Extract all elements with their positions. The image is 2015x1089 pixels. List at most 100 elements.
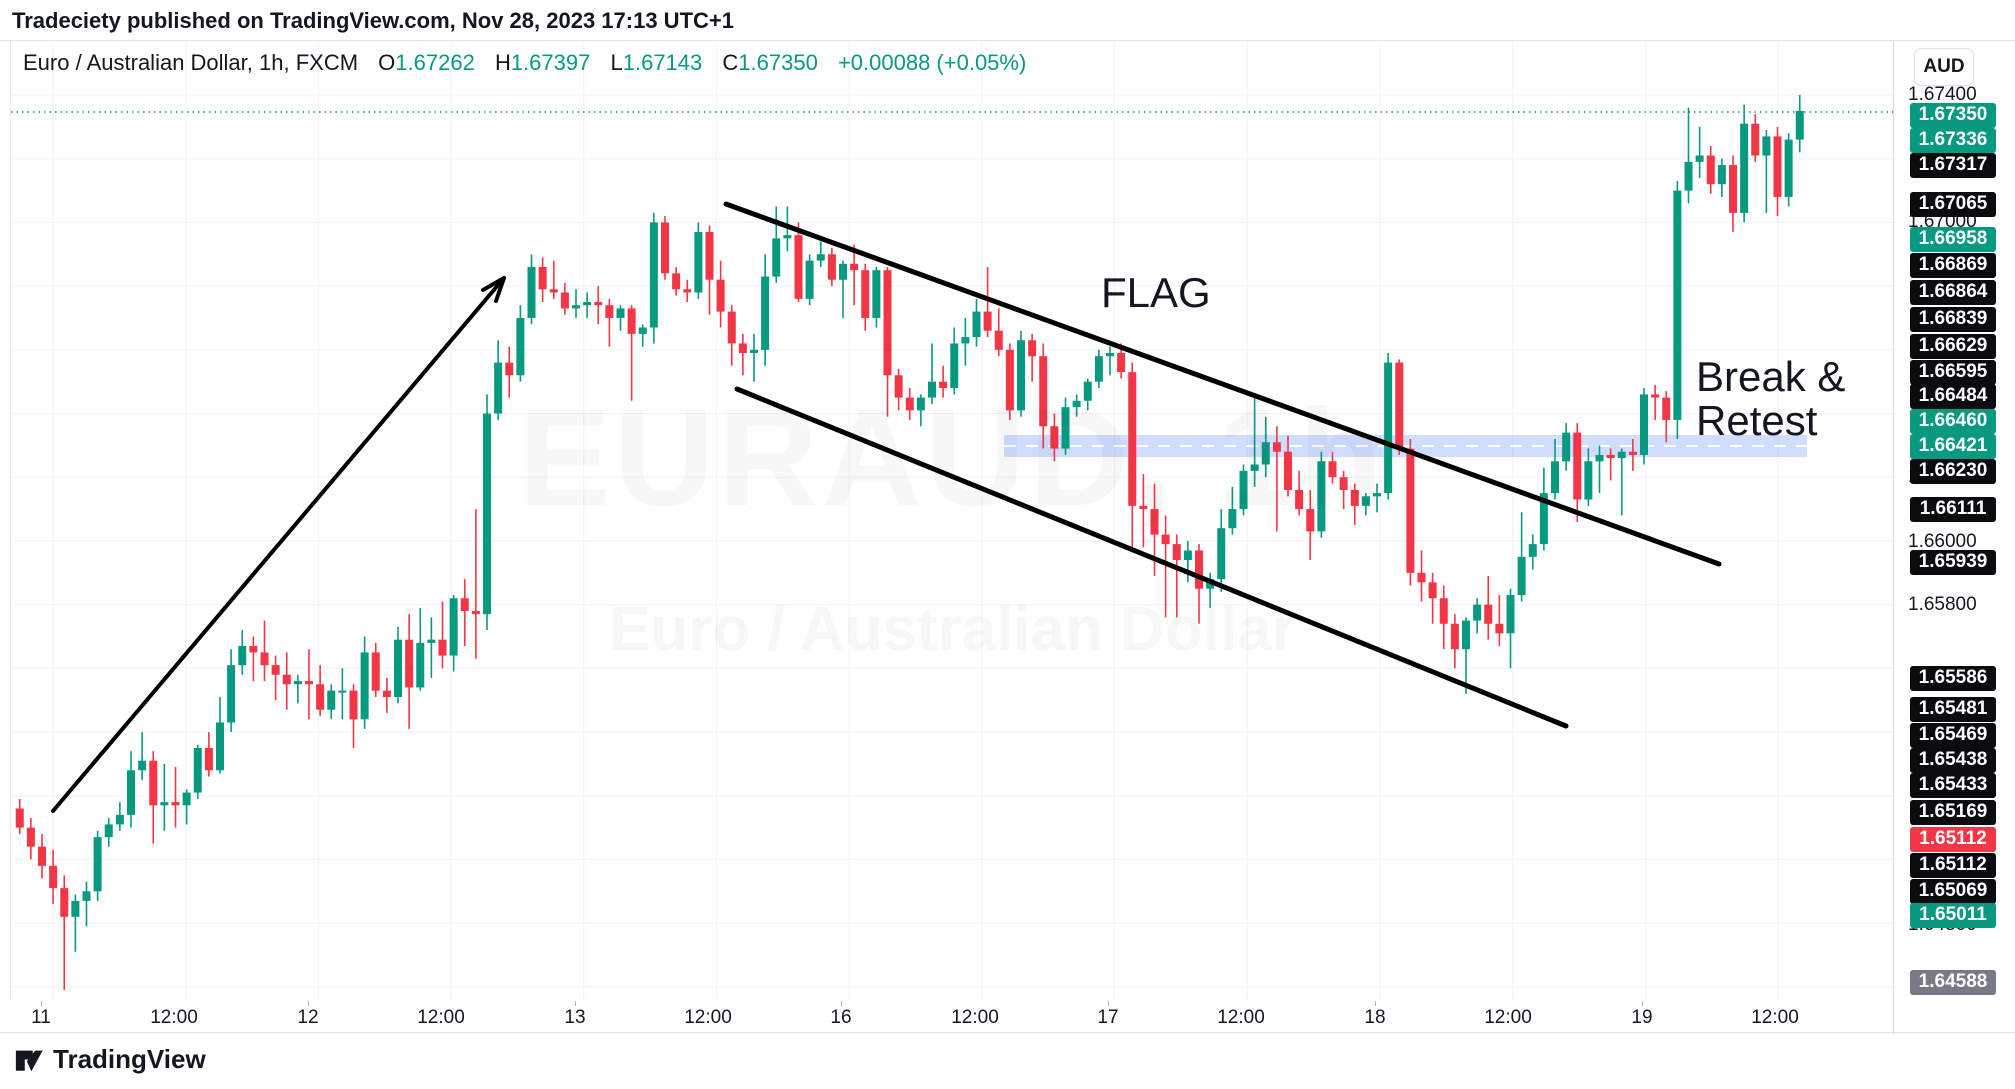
price-badge-black: 1.65112 — [1910, 852, 1996, 878]
candle-body — [1662, 397, 1671, 420]
candle-body — [850, 263, 859, 271]
time-axis-tick — [1375, 1001, 1376, 1006]
candle-body — [1072, 400, 1081, 408]
candle-body — [238, 646, 247, 666]
candle-body — [1684, 161, 1693, 191]
candle-body — [160, 802, 169, 806]
price-badge-black: 1.66595 — [1910, 359, 1996, 385]
candle-body — [894, 375, 903, 398]
time-label: 16 — [830, 1007, 852, 1028]
price-badge-black: 1.67317 — [1910, 152, 1996, 178]
candle-body — [15, 808, 24, 828]
price-scale-label: 1.67400 — [1908, 84, 1977, 105]
legend-low-label: L — [610, 50, 623, 75]
candle-body — [1195, 550, 1203, 589]
candle-body — [816, 254, 825, 261]
candle-body — [905, 397, 914, 411]
watermark-symbol: EURAUD, 1h — [11, 379, 1893, 538]
price-badge-green: 1.66958 — [1910, 226, 1996, 252]
legend-change: +0.00088 (+0.05%) — [837, 50, 1027, 75]
candle-body — [1729, 165, 1737, 213]
candle-body — [1784, 139, 1793, 197]
candle-body — [1228, 509, 1237, 529]
candle-body — [1751, 123, 1760, 156]
time-axis[interactable]: 11 12:00 12 12:00 13 12:00 16 12:00 17 12:00 18 12:… — [10, 1001, 1893, 1033]
candle-body — [327, 690, 336, 710]
candle-body — [449, 598, 458, 656]
candle-body — [583, 302, 592, 306]
candle-body — [416, 642, 425, 688]
price-badge-gray: 1.64588 — [1910, 969, 1996, 995]
candle-body — [1584, 461, 1593, 500]
candle-body — [916, 397, 925, 411]
price-axis[interactable]: AUD 1.674001.670001.662001.660001.658001… — [1893, 41, 2015, 1034]
candle-body — [182, 792, 191, 806]
chart-frame: EURAUD, 1h Euro / Australian Dollar Euro… — [0, 40, 2015, 1034]
symbol-legend[interactable]: Euro / Australian Dollar, 1h, FXCM O1.67… — [23, 50, 1026, 76]
candle-body — [672, 273, 681, 290]
candle-body — [605, 305, 614, 318]
time-label: 12:00 — [417, 1007, 465, 1028]
price-badge-black: 1.66839 — [1910, 306, 1996, 332]
candle-body — [794, 235, 803, 299]
candle-body — [1250, 464, 1259, 471]
candle-body — [716, 279, 725, 312]
candle-body — [527, 267, 536, 318]
candle-body — [1306, 509, 1315, 532]
candle-body — [1651, 394, 1660, 398]
price-badge-black: 1.65438 — [1910, 747, 1996, 773]
candle-body — [1595, 454, 1604, 462]
price-badge-green: 1.65011 — [1910, 902, 1996, 928]
candle-body — [382, 690, 391, 698]
candle-body — [549, 289, 558, 293]
candle-body — [171, 802, 180, 806]
candle-body — [1762, 136, 1771, 156]
candle-body — [349, 690, 358, 720]
price-badge-black: 1.67065 — [1910, 191, 1996, 217]
candle-body — [1384, 362, 1393, 494]
candle-body — [738, 343, 747, 354]
candle-body — [1361, 496, 1370, 506]
candle-body — [683, 289, 692, 293]
candle-body — [1573, 432, 1582, 500]
candle-body — [1317, 461, 1326, 532]
candle-body — [149, 760, 158, 806]
candle-body — [1017, 340, 1025, 411]
candle-body — [1640, 394, 1648, 455]
candle-body — [1717, 165, 1726, 185]
tradingview-attribution[interactable]: TradingView — [14, 1044, 206, 1075]
candle-body — [883, 270, 892, 376]
break-retest-annotation: Break & Retest — [1696, 355, 1845, 443]
price-badge-green: 1.67350 — [1910, 102, 1996, 128]
impulse-arrow-head — [481, 276, 506, 292]
candle-body — [1773, 136, 1782, 197]
candle-body — [705, 231, 714, 280]
candle-body — [1495, 623, 1504, 634]
currency-button[interactable]: AUD — [1914, 48, 1974, 86]
price-scale-label: 1.65800 — [1908, 594, 1977, 615]
chart-plot-area[interactable]: EURAUD, 1h Euro / Australian Dollar Euro… — [10, 41, 1893, 1001]
candle-body — [538, 267, 547, 290]
time-axis-tick — [41, 1001, 42, 1006]
time-axis-tick — [1642, 1001, 1643, 1006]
watermark-name: Euro / Australian Dollar — [11, 594, 1893, 665]
candle-body — [594, 302, 603, 306]
candle-body — [494, 362, 503, 414]
candle-body — [1061, 407, 1070, 449]
time-label: 11 — [31, 1007, 51, 1028]
candle-body — [483, 413, 491, 615]
candle-body — [627, 308, 636, 334]
candle-body — [104, 824, 113, 838]
time-label: 12 — [297, 1007, 319, 1028]
candle-body — [115, 814, 124, 825]
candle-body — [1428, 582, 1437, 599]
candle-body — [127, 770, 135, 815]
candle-body — [1795, 110, 1804, 140]
flag-upper-trendline — [723, 201, 1722, 567]
candle-body — [1506, 595, 1515, 634]
candle-body — [805, 260, 814, 299]
candle-body — [394, 639, 402, 698]
candle-body — [1295, 489, 1304, 510]
legend-high-value: 1.67397 — [510, 50, 591, 75]
price-badge-black: 1.66111 — [1910, 496, 1996, 522]
